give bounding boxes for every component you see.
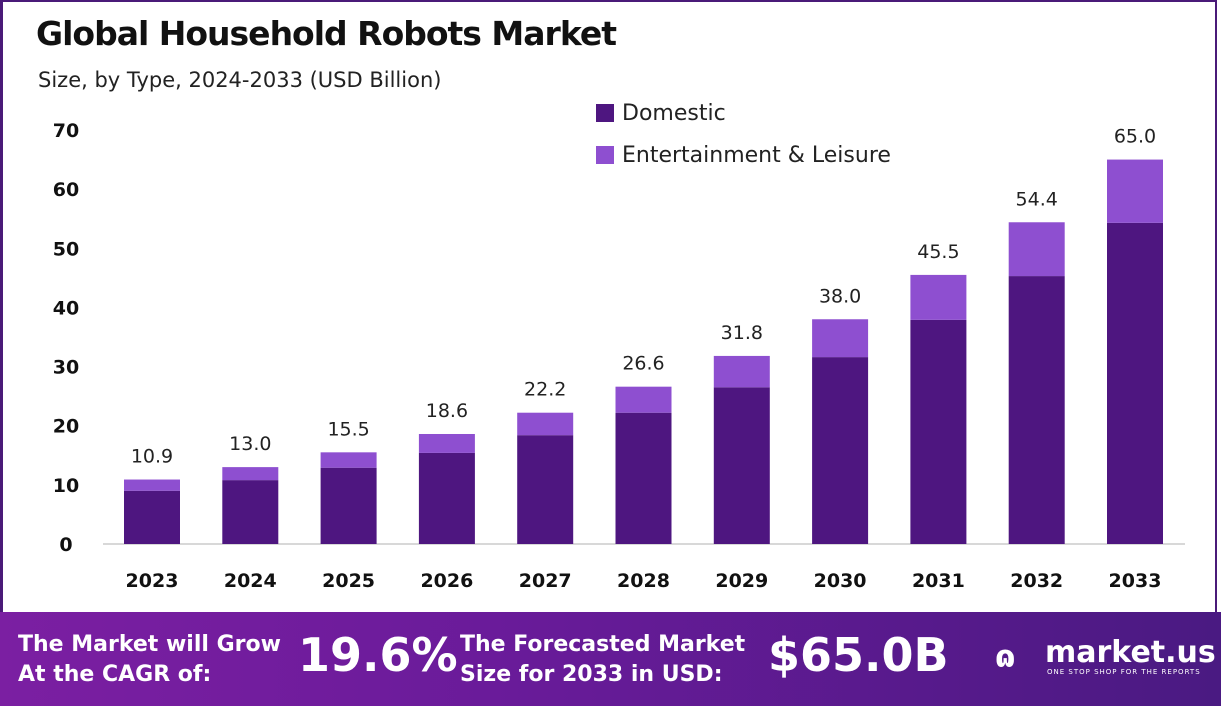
legend-label: Domestic <box>622 100 726 126</box>
data-label-2023: 10.9 <box>131 446 173 468</box>
bar-domestic-2028 <box>615 412 672 544</box>
data-label-2030: 38.0 <box>819 285 861 307</box>
x-tick-label: 2031 <box>912 570 965 592</box>
bar-domestic-2023 <box>124 490 180 544</box>
data-label-2028: 26.6 <box>622 353 664 375</box>
data-label-2024: 13.0 <box>229 433 271 455</box>
bar-entertainment-2027 <box>517 412 574 436</box>
forecast-label: The Forecasted Market Size for 2033 in US… <box>460 632 746 687</box>
y-tick-label: 30 <box>53 357 79 379</box>
bar-entertainment-2025 <box>320 452 377 468</box>
data-label-2025: 15.5 <box>327 418 369 440</box>
legend-swatch <box>596 104 614 122</box>
bar-entertainment-2029 <box>713 355 770 388</box>
x-tick-label: 2025 <box>322 570 375 592</box>
x-tick-label: 2030 <box>814 570 867 592</box>
y-tick-label: 60 <box>53 179 79 201</box>
bar-domestic-2025 <box>320 467 377 544</box>
data-label-2033: 65.0 <box>1114 126 1156 148</box>
forecast-value: $65.0B <box>768 628 949 682</box>
bar-domestic-2026 <box>418 452 475 544</box>
y-tick-label: 10 <box>53 475 79 497</box>
bar-domestic-2030 <box>812 357 869 544</box>
data-label-2032: 54.4 <box>1016 188 1058 210</box>
legend-swatch <box>596 146 614 164</box>
y-tick-label: 50 <box>53 238 79 260</box>
y-tick-label: 70 <box>53 120 79 142</box>
data-label-2031: 45.5 <box>917 241 959 263</box>
x-tick-label: 2028 <box>617 570 670 592</box>
bar-domestic-2029 <box>713 387 770 544</box>
y-tick-label: 0 <box>59 534 72 556</box>
cagr-label: The Market will Grow At the CAGR of: <box>18 632 281 687</box>
x-tick-label: 2029 <box>715 570 768 592</box>
bar-entertainment-2026 <box>418 433 475 453</box>
bar-domestic-2033 <box>1107 222 1163 544</box>
bar-entertainment-2032 <box>1008 222 1065 277</box>
legend-item-domestic: Domestic <box>596 92 891 134</box>
chart-subtitle: Size, by Type, 2024-2033 (USD Billion) <box>38 68 442 92</box>
legend-item-entertainment: Entertainment & Leisure <box>596 134 891 176</box>
footer-banner: The Market will Grow At the CAGR of: 19.6… <box>0 612 1221 706</box>
legend-label: Entertainment & Leisure <box>622 142 891 168</box>
data-label-2026: 18.6 <box>426 400 468 422</box>
bar-entertainment-2031 <box>910 274 967 320</box>
x-tick-label: 2024 <box>224 570 277 592</box>
bar-entertainment-2030 <box>812 319 869 358</box>
legend: Domestic Entertainment & Leisure <box>596 92 891 176</box>
bar-domestic-2027 <box>517 435 574 544</box>
x-tick-label: 2023 <box>126 570 179 592</box>
market-us-logo: ɷ market.us ONE STOP SHOP FOR THE REPORT… <box>995 635 1216 677</box>
y-tick-label: 40 <box>53 297 79 319</box>
logo-icon: ɷ <box>995 640 1016 675</box>
bar-entertainment-2024 <box>222 467 279 481</box>
bar-chart: 01020304050607010.9202313.0202415.520251… <box>53 120 1185 592</box>
bar-domestic-2032 <box>1008 276 1065 544</box>
bar-domestic-2024 <box>222 480 279 544</box>
x-tick-label: 2032 <box>1010 570 1063 592</box>
cagr-value: 19.6% <box>298 628 458 682</box>
data-label-2029: 31.8 <box>721 322 763 344</box>
x-tick-label: 2033 <box>1109 570 1162 592</box>
bar-entertainment-2033 <box>1107 159 1163 223</box>
bar-entertainment-2023 <box>124 479 180 491</box>
bar-domestic-2031 <box>910 319 967 544</box>
x-tick-label: 2027 <box>519 570 572 592</box>
bar-entertainment-2028 <box>615 386 672 413</box>
chart-title: Global Household Robots Market <box>36 14 617 53</box>
x-tick-label: 2026 <box>420 570 473 592</box>
data-label-2027: 22.2 <box>524 379 566 401</box>
y-tick-label: 20 <box>53 416 79 438</box>
